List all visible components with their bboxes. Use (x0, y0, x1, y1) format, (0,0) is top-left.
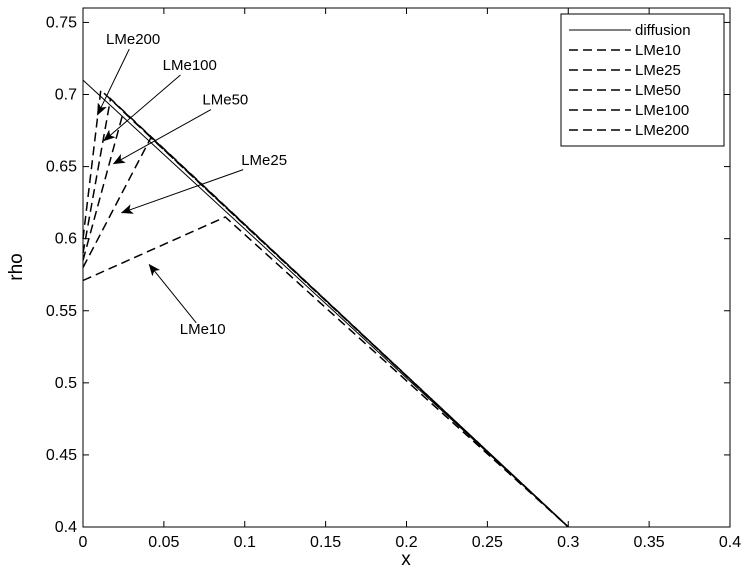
series-line-LMe10 (82, 216, 569, 528)
y-tick-label: 0.55 (46, 303, 77, 320)
legend: diffusion LMe10 LMe25 LMe50 LMe100 LMe200 (560, 13, 725, 147)
legend-label-LMe50: LMe50 (635, 82, 681, 99)
annotation-arrow-LMe200 (97, 48, 130, 116)
y-tick-label: 0.4 (55, 519, 77, 536)
y-axis-label: rho (6, 253, 27, 280)
x-tick-label: 0 (79, 534, 88, 551)
legend-label-LMe25: LMe25 (635, 62, 681, 79)
y-tick-label: 0.75 (46, 14, 77, 31)
y-tick-label: 0.5 (55, 375, 77, 392)
x-tick-label: 0.05 (148, 534, 179, 551)
x-tick-label: 0.25 (472, 534, 503, 551)
y-tick-label: 0.7 (55, 87, 77, 104)
series-layer (82, 79, 569, 528)
y-tick-label: 0.6 (55, 231, 77, 248)
y-tick-label: 0.45 (46, 447, 77, 464)
annotation-label-LMe200: LMe200 (106, 31, 160, 48)
legend-label-LMe10: LMe10 (635, 42, 681, 59)
legend-label-LMe200: LMe200 (635, 122, 689, 139)
legend-label-diffusion: diffusion (635, 22, 691, 39)
x-tick-label: 0.2 (395, 534, 417, 551)
annotation-arrow-LMe10 (148, 263, 197, 324)
annotation-arrow-LMe25 (120, 169, 244, 214)
x-tick-label: 0.35 (634, 534, 665, 551)
legend-label-LMe100: LMe100 (635, 102, 689, 119)
x-tick-label: 0.3 (557, 534, 579, 551)
annotation-label-LMe50: LMe50 (202, 92, 248, 109)
x-tick-label: 0.15 (310, 534, 341, 551)
annotation-label-LMe100: LMe100 (163, 57, 217, 74)
series-line-LMe200 (82, 88, 569, 528)
annotation-label-LMe10: LMe10 (180, 321, 226, 338)
legend-box (560, 13, 725, 147)
annotation-label-LMe25: LMe25 (241, 152, 287, 169)
x-tick-label: 0.1 (234, 534, 256, 551)
x-axis-label: x (401, 549, 411, 569)
annotation-arrow-LMe50 (112, 109, 212, 165)
x-tick-label: 0.4 (719, 534, 741, 551)
annotation-arrow-LMe100 (103, 74, 181, 142)
y-tick-label: 0.65 (46, 159, 77, 176)
tick-layer: 0 0.05 0.1 0.15 0.2 0.25 0.3 0.35 0.4 0.4 0.45 0.5 0… (46, 8, 741, 551)
